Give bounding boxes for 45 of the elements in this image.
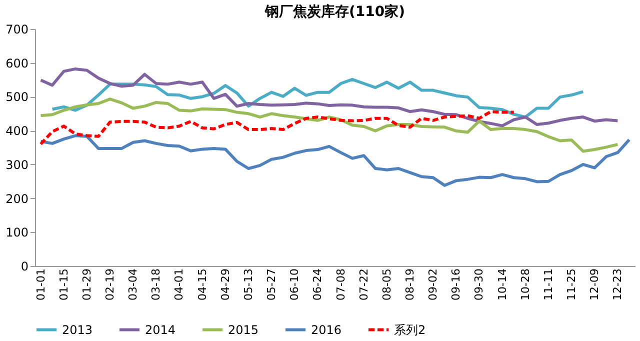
y-tick-label: 700 [6,22,28,36]
x-tick-label: 08-19 [404,268,416,300]
x-tick-label: 11-25 [565,268,578,300]
x-tick-label: 12-23 [611,268,624,300]
x-tick-label: 03-18 [150,268,163,300]
x-tick-label: 10-28 [518,268,532,300]
line-series [39,98,620,153]
x-tick-label: 07-22 [357,268,370,300]
x-tick-label: 10-14 [496,268,509,300]
x-tick-label: 01-15 [57,268,70,300]
line-series [39,110,516,146]
x-tick-label: 09-30 [472,268,486,300]
x-tick-label: 04-29 [218,268,232,300]
x-tick-label: 12-09 [588,268,602,300]
x-tick-label: 06-10 [288,268,302,300]
legend-label: 2016 [311,322,342,337]
x-tick-label: 01-01 [34,268,48,300]
y-tick-label: 400 [6,124,28,138]
x-tick-label: 05-13 [242,268,255,300]
line-series [39,134,631,187]
y-tick-label: 300 [6,158,28,172]
x-tick-label: 06-24 [311,268,324,300]
x-tick-label: 07-08 [334,268,348,300]
legend-label: 系列2 [394,322,426,337]
x-tick-label: 09-02 [426,268,440,300]
x-tick-label: 01-29 [80,268,94,300]
x-tick-label: 08-05 [380,268,394,300]
y-tick-label: 0 [20,260,28,274]
legend-label: 2015 [228,322,259,337]
x-tick-label: 11-11 [542,268,555,300]
y-tick-label: 200 [6,192,28,206]
y-tick-label: 500 [6,90,28,104]
x-tick-label: 03-04 [126,268,140,300]
y-tick-label: 100 [6,226,28,240]
legend-label: 2014 [145,322,176,337]
chart-title: 钢厂焦炭库存(110家) [264,3,406,20]
line-series [39,67,620,128]
x-tick-label: 05-27 [265,268,278,300]
line-series [50,78,585,119]
x-tick-label: 02-19 [104,268,116,300]
x-tick-label: 09-16 [450,268,463,300]
x-tick-label: 04-01 [172,268,186,300]
x-tick-label: 04-15 [196,268,209,300]
y-tick-label: 600 [6,56,28,70]
legend-label: 2013 [62,322,93,337]
